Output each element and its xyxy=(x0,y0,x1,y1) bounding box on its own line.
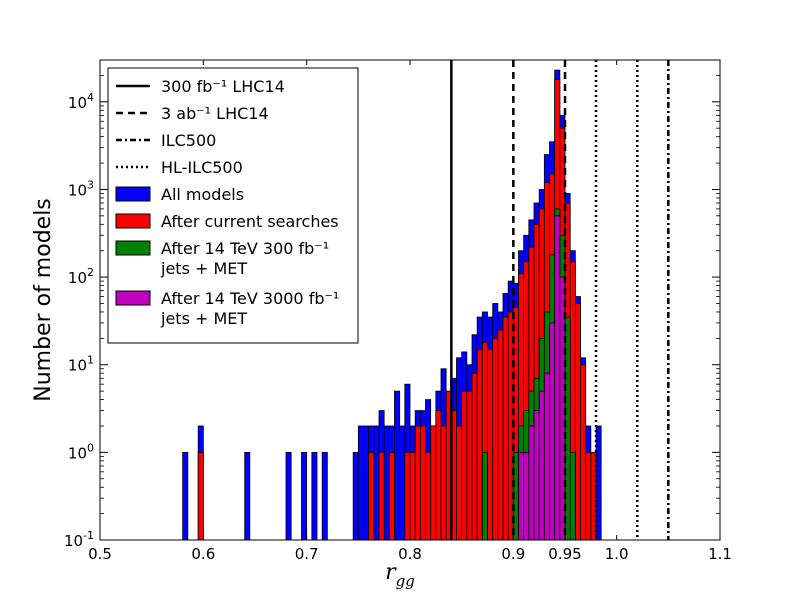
x-tick-label: 1.1 xyxy=(708,545,732,563)
legend-label: After current searches xyxy=(161,212,339,231)
histogram-bar xyxy=(394,390,401,541)
legend-swatch xyxy=(115,213,151,229)
x-tick-label: 1.0 xyxy=(605,545,629,563)
x-tick-label: 0.5 xyxy=(88,545,112,563)
histogram-bar xyxy=(311,451,318,541)
histogram-bar xyxy=(414,425,421,541)
x-tick-label: 0.7 xyxy=(295,545,319,563)
histogram-bar xyxy=(569,451,576,541)
histogram-bar xyxy=(435,410,442,541)
y-tick-label: 104 xyxy=(68,91,94,112)
histogram-bar xyxy=(352,451,359,541)
x-axis-label-subscript: gg xyxy=(396,572,415,590)
histogram-bar xyxy=(487,348,494,541)
x-tick-label: 0.8 xyxy=(398,545,422,563)
histogram-bar xyxy=(523,451,530,541)
histogram-bar xyxy=(492,337,499,541)
axis-ticks: 0.5 0.6 0.7 0.8 0.9 0.95 1.0 1.1 10-1 100 101 102 10… xyxy=(64,59,732,563)
histogram-bar xyxy=(543,372,550,541)
y-tick-label: 101 xyxy=(68,354,94,375)
legend-label: 3 ab⁻¹ LHC14 xyxy=(161,104,269,123)
histogram-bar xyxy=(461,390,468,541)
histogram-bar xyxy=(197,451,204,541)
histogram-bar xyxy=(497,329,504,541)
histogram-bar xyxy=(440,425,447,541)
x-tick-label: 0.95 xyxy=(548,545,581,563)
histogram-bar xyxy=(321,451,328,541)
histogram-bar xyxy=(528,425,535,541)
histogram-bar xyxy=(549,322,556,541)
histogram-bar xyxy=(538,390,545,541)
legend-label: After 14 TeV 300 fb⁻¹ xyxy=(161,239,329,258)
histogram-bar xyxy=(368,451,375,541)
histogram-bar xyxy=(595,425,602,541)
legend-swatch xyxy=(115,240,151,256)
histogram-bar xyxy=(476,348,483,541)
legend-label: After 14 TeV 3000 fb⁻¹ xyxy=(161,289,339,308)
x-tick-label: 0.6 xyxy=(191,545,215,563)
legend-label: ILC500 xyxy=(161,131,216,150)
legend-label-line2: jets + MET xyxy=(160,259,247,278)
legend-swatch xyxy=(115,290,151,306)
histogram-bar xyxy=(574,303,581,541)
histogram-bar xyxy=(554,215,561,541)
legend-label-line2: jets + MET xyxy=(160,309,247,328)
histogram-bar xyxy=(481,451,488,541)
x-tick-label: 0.9 xyxy=(501,545,525,563)
y-tick-label: 103 xyxy=(68,178,94,199)
histogram-bar xyxy=(580,364,587,541)
histogram-bar xyxy=(301,451,308,541)
histogram-bars xyxy=(182,69,602,541)
histogram-bar xyxy=(409,451,416,541)
histogram-bar xyxy=(388,451,395,541)
y-tick-label: 102 xyxy=(68,266,94,287)
x-axis-label-main: r xyxy=(385,560,397,585)
histogram-bar xyxy=(585,451,592,541)
histogram-bar xyxy=(378,451,385,541)
histogram-bar xyxy=(425,451,432,541)
histogram-bar xyxy=(466,390,473,541)
histogram-bar xyxy=(518,451,525,541)
histogram-bar xyxy=(430,425,437,541)
legend-label: 300 fb⁻¹ LHC14 xyxy=(161,77,285,96)
histogram-bar xyxy=(399,425,406,541)
histogram-bar xyxy=(244,451,251,541)
histogram-bar xyxy=(182,451,189,541)
histogram-bar xyxy=(363,425,370,541)
legend-label: All models xyxy=(161,185,244,204)
histogram-bar xyxy=(533,410,540,541)
histogram-bar xyxy=(383,425,390,541)
y-tick-label: 100 xyxy=(68,441,94,462)
legend-swatch xyxy=(115,186,151,202)
y-tick-label: 10-1 xyxy=(64,529,94,550)
legend: 300 fb⁻¹ LHC14 3 ab⁻¹ LHC14 ILC500 HL-ILC50… xyxy=(107,67,359,344)
histogram-bar xyxy=(285,451,292,541)
histogram-bar xyxy=(456,425,463,541)
histogram-bar xyxy=(373,425,380,541)
histogram-bar xyxy=(471,372,478,541)
threshold-lines xyxy=(450,60,670,540)
y-axis-label: Number of models xyxy=(31,198,56,402)
histogram-bar xyxy=(357,425,364,541)
legend-label: HL-ILC500 xyxy=(161,158,243,177)
histogram-bar xyxy=(404,451,411,541)
histogram-bar xyxy=(419,425,426,541)
x-axis-label: rgg xyxy=(385,560,415,590)
histogram-bar xyxy=(502,316,509,541)
